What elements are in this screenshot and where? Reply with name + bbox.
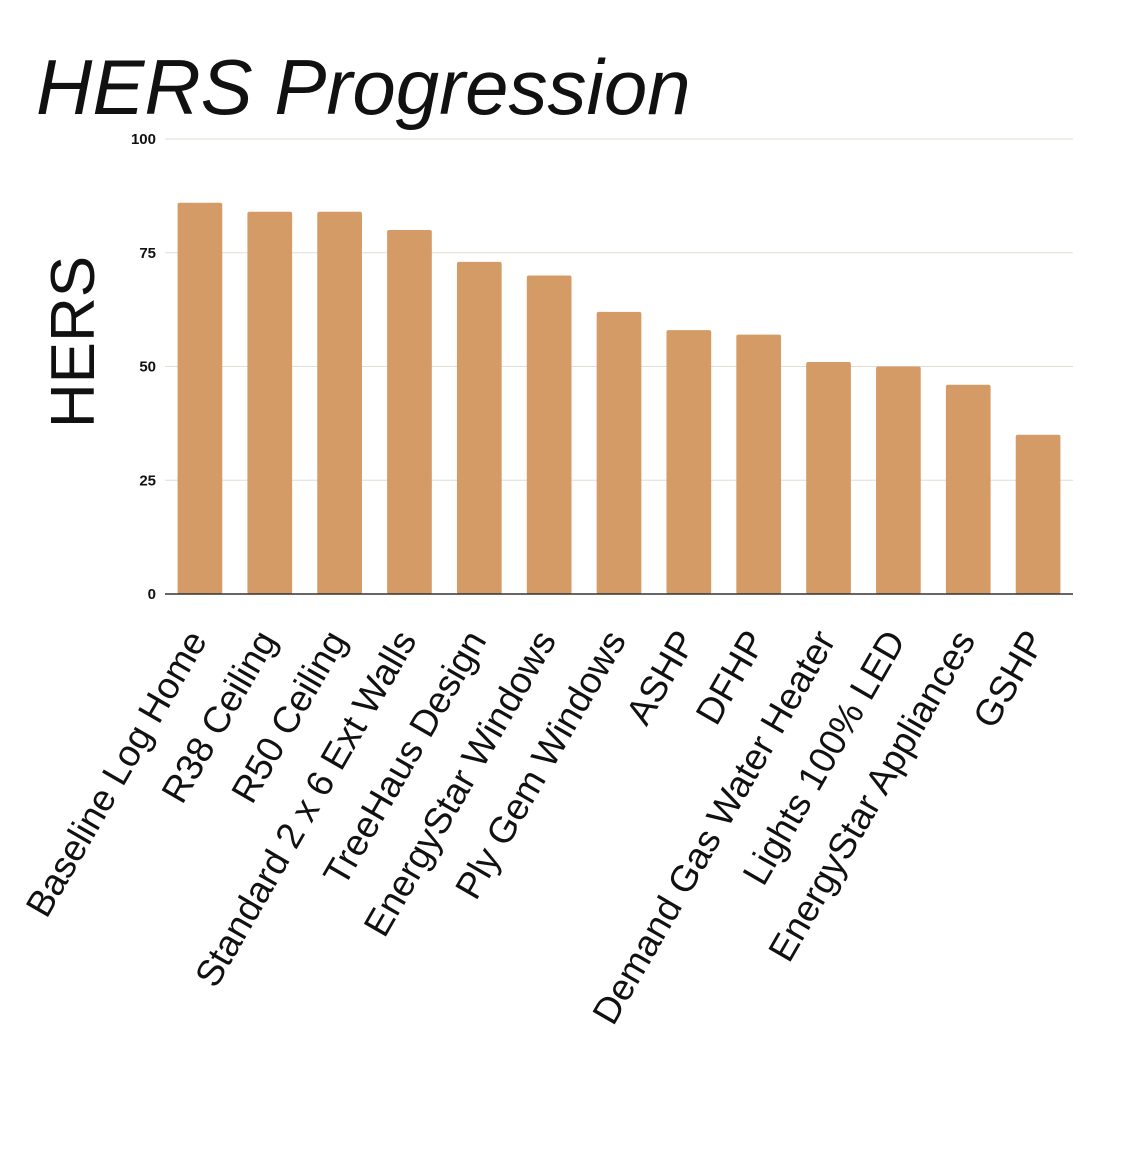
bar-5 [456, 261, 502, 594]
bar-8 [666, 330, 712, 594]
bar-9 [736, 334, 782, 594]
x-tick-label-13: GSHP [965, 624, 1053, 735]
bar-4 [387, 230, 432, 594]
y-tick-label-50: 50 [139, 359, 156, 376]
bar-12 [945, 384, 991, 594]
bar-10 [806, 361, 851, 594]
bar-6 [526, 275, 572, 594]
bar-2 [247, 211, 293, 595]
y-axis-title: HERS [39, 256, 108, 428]
bar-13 [1015, 434, 1061, 594]
bar-7 [596, 311, 642, 594]
x-tick-label-8: ASHP [618, 624, 704, 732]
bar-3 [317, 211, 362, 595]
chart-title: HERS Progression [36, 43, 691, 131]
y-axis-ticks: 0 25 50 75 100 [131, 131, 156, 603]
bar-11 [876, 366, 921, 594]
y-tick-label-0: 0 [148, 586, 156, 603]
y-tick-label-25: 25 [139, 472, 156, 489]
y-tick-label-100: 100 [131, 131, 156, 148]
bars [177, 202, 1061, 595]
bar-1 [177, 202, 223, 594]
y-tick-label-75: 75 [139, 245, 156, 262]
